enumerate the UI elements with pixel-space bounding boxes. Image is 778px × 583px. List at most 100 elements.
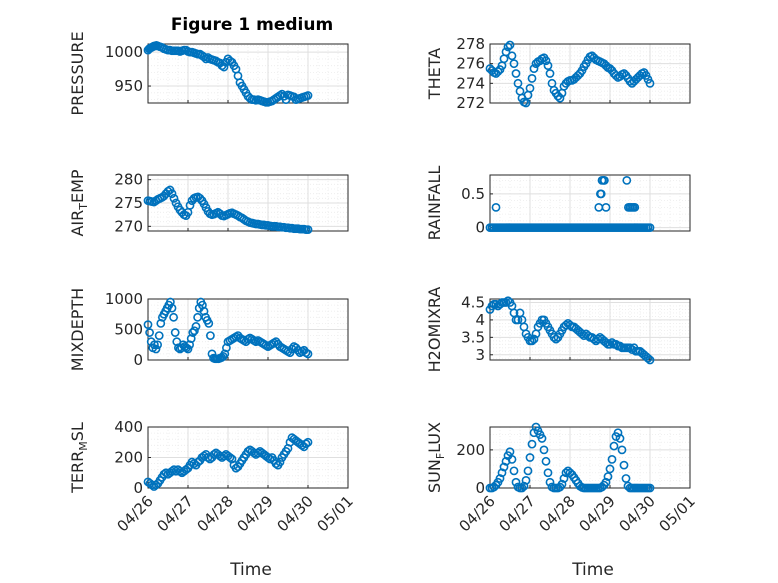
data-point [195,193,205,203]
y-label-part: EMP [68,169,87,203]
x-axis-label: Time [229,560,272,580]
data-point [600,175,609,185]
data-point [517,483,527,493]
data-point [545,69,555,78]
data-point [161,468,171,478]
y-label-part: SUN [425,459,444,493]
data-point [189,326,199,336]
plot-frame [489,298,691,361]
data-point [151,344,161,354]
y-tick-label: 4 [475,311,485,329]
data-point [147,480,157,490]
data-point [605,339,615,349]
data-point [643,353,653,363]
data-point [611,71,621,80]
data-point [149,340,159,350]
y-tick-label: 0 [475,219,485,237]
y-axis-label: H2OMIXRA [425,287,444,373]
data-point [505,447,515,457]
data-point [630,202,640,212]
data-point [596,189,606,199]
data-point [559,474,569,483]
x-tick-label: 04/28 [194,492,237,535]
subplot-6: 33.544.5 H2OMIXRA [425,287,691,373]
data-point [499,462,509,472]
data-point [645,483,655,493]
data-point [513,78,523,88]
subplot-1: 950 1000 PRESSURE [68,31,349,116]
data-point [303,225,313,234]
data-point [219,62,229,72]
data-point [303,91,313,100]
data-point [645,223,655,233]
data-point [169,465,179,475]
data-point [605,464,615,474]
data-point [601,202,611,212]
data-point [645,78,655,88]
data-point [541,456,551,466]
data-point [204,318,214,328]
data-point [167,189,177,199]
y-label-part: AIR [68,210,87,237]
figure-title: Figure 1 medium [171,15,333,35]
y-axis-label: MIXDEPTH [68,288,87,371]
data-point [525,83,535,93]
data-point [545,477,555,487]
x-tick-label: 05/01 [314,492,357,535]
data-point [603,472,613,481]
data-point [491,202,501,212]
data-point [511,69,521,78]
data-point [275,457,285,467]
subplot-4: 0 0.5 RAINFALL [425,166,691,240]
data-point [287,344,297,354]
y-axis-label: SUNFLUX [425,422,447,493]
y-tick-label: 3 [475,346,485,364]
x-tick-label: 04/27 [496,492,539,535]
y-axis-label: PRESSURE [68,31,87,115]
y-label-part: SL [68,422,87,441]
data-point [170,328,180,337]
data-point [209,450,219,459]
data-point [507,51,517,61]
data-point [225,453,235,462]
data-point [501,47,511,57]
y-axis-label: THETA [425,48,444,100]
y-tick-label: 272 [456,94,485,112]
data-point [615,434,625,443]
data-point [617,445,627,455]
y-tick-label: 280 [114,171,143,189]
data-point [622,175,632,185]
data-point [557,479,567,489]
data-point [621,474,631,483]
data-point [185,200,195,210]
data-point [153,340,162,350]
y-tick-label: 200 [114,449,143,467]
x-tick-label: 04/26 [456,492,499,535]
data-point [601,338,611,347]
y-tick-label: 276 [456,55,485,73]
data-point [525,453,535,462]
y-tick-label: 950 [114,77,143,95]
data-point [541,56,551,66]
y-tick-label: 274 [456,74,485,92]
data-point [527,439,537,449]
data-point [167,466,177,476]
y-label-part: TERR [68,451,87,494]
y-tick-label: 0.5 [461,185,485,203]
x-tick-label: 04/30 [616,492,659,535]
y-tick-label: 0 [475,479,485,497]
data-point [527,74,537,83]
data-point [175,466,185,476]
plot-frame [147,43,349,104]
data-point [509,466,519,476]
data-point [543,61,553,71]
data-point [159,469,169,479]
data-point [169,193,179,203]
data-point [497,468,507,478]
x-tick-label: 04/26 [114,492,157,535]
data-point [511,477,521,487]
data-point [505,40,515,50]
